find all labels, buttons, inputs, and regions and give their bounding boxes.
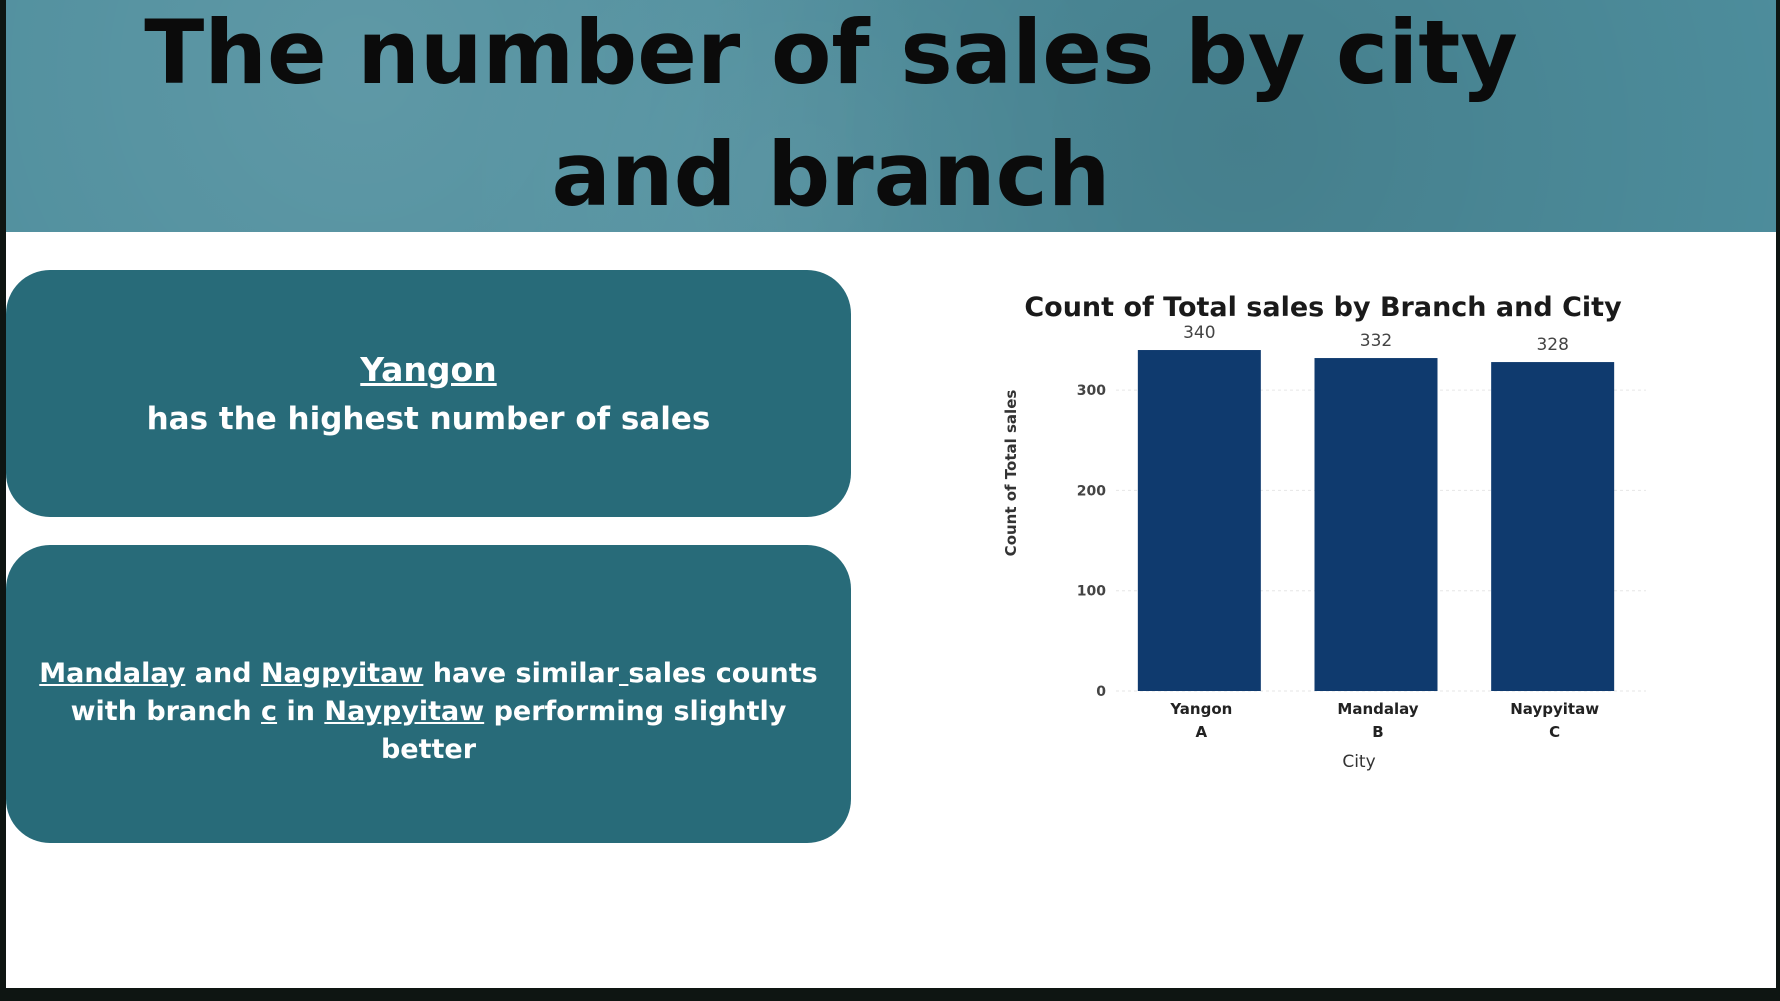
text-gap xyxy=(619,658,628,689)
slide-title: The number of sales by city and branch xyxy=(144,1,1518,226)
insight-card-top: Yangon has the highest number of sales xyxy=(6,270,851,517)
data-label: 340 xyxy=(1183,323,1215,343)
text-similar: have similar xyxy=(423,658,620,689)
insight-paragraph: Mandalay and Nagpyitaw have similar sale… xyxy=(26,655,831,769)
x-tick-label: Mandalay xyxy=(1337,700,1418,718)
bar xyxy=(1491,362,1615,691)
y-tick-label: 100 xyxy=(1077,584,1106,600)
data-label: 332 xyxy=(1360,331,1392,351)
data-label: 328 xyxy=(1536,335,1568,355)
slide: The number of sales by city and branch Y… xyxy=(6,0,1776,988)
branch-c: c xyxy=(261,696,278,727)
text-sales-counts: sales counts with branch xyxy=(70,658,818,727)
x-tick-label: Naypyitaw xyxy=(1510,700,1599,718)
chart-plot-area: 0 100 200 300 340 Yangon A 332 Mandalay B 328 Naypy… xyxy=(1077,323,1646,741)
bar xyxy=(1137,350,1261,691)
header-banner: The number of sales by city and branch xyxy=(6,0,1776,232)
city-mandalay: Mandalay xyxy=(39,658,186,689)
text-in: in xyxy=(277,696,325,727)
bar-chart: Count of Total sales by Branch and City … xyxy=(1002,292,1646,772)
bottom-bar xyxy=(0,988,1780,1001)
city-nagpyitaw: Nagpyitaw xyxy=(260,658,424,689)
insight-city: Yangon xyxy=(360,350,497,389)
y-tick-label: 0 xyxy=(1096,684,1106,700)
x-subtick-label: C xyxy=(1549,723,1560,741)
insight-text: has the highest number of sales xyxy=(146,401,711,437)
x-subtick-label: B xyxy=(1372,723,1383,741)
insight-card-bottom: Mandalay and Nagpyitaw have similar sale… xyxy=(6,545,851,843)
bar xyxy=(1314,358,1438,691)
y-tick-label: 200 xyxy=(1077,483,1106,499)
text-and: and xyxy=(185,658,261,689)
y-axis-label: Count of Total sales xyxy=(1002,390,1020,557)
x-axis-label: City xyxy=(1342,752,1375,772)
x-tick-label: Yangon xyxy=(1169,700,1232,718)
chart-title: Count of Total sales by Branch and City xyxy=(1024,292,1622,323)
y-tick-label: 300 xyxy=(1077,383,1106,399)
x-subtick-label: A xyxy=(1196,723,1208,741)
text-tail: performing slightly better xyxy=(380,696,787,765)
city-naypyitaw: Naypyitaw xyxy=(324,696,485,727)
